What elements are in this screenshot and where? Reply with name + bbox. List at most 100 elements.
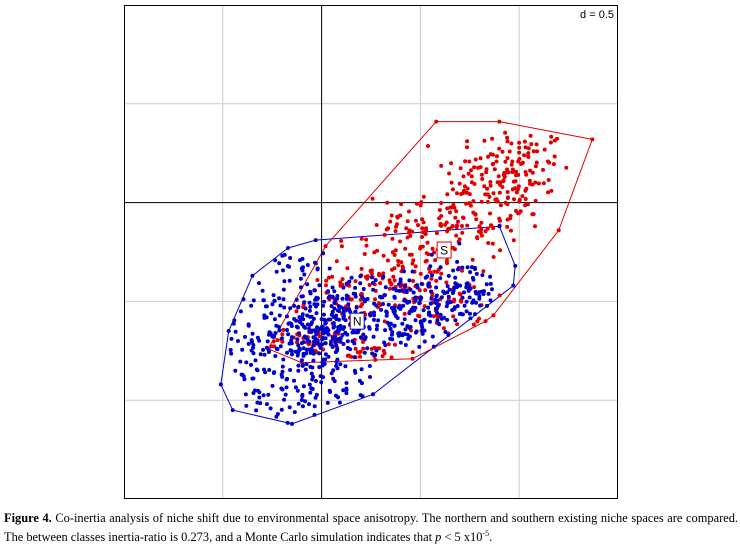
north-point — [266, 392, 271, 397]
north-point — [402, 269, 406, 274]
south-point — [526, 146, 531, 151]
south-point — [484, 170, 489, 175]
north-point — [486, 291, 491, 296]
north-point — [473, 267, 477, 271]
north-point — [346, 296, 350, 301]
north-point — [407, 278, 412, 283]
north-point — [295, 388, 300, 393]
south-point — [457, 181, 462, 186]
north-point — [358, 335, 363, 340]
north-point — [490, 287, 494, 292]
north-point — [328, 390, 333, 394]
north-point — [244, 360, 249, 365]
south-point — [533, 198, 538, 203]
south-point — [437, 216, 442, 221]
south-point — [420, 217, 425, 222]
north-point — [465, 265, 470, 270]
north-point — [331, 368, 336, 373]
north-point — [417, 344, 422, 349]
north-point — [478, 303, 482, 308]
north-point — [419, 281, 424, 286]
north-point — [471, 298, 476, 303]
north-point — [307, 308, 312, 313]
south-point — [509, 141, 514, 146]
south-point — [384, 227, 389, 232]
north-point — [372, 310, 376, 315]
south-point — [530, 170, 535, 175]
north-point — [332, 306, 337, 311]
north-point — [428, 319, 432, 324]
south-point — [330, 274, 335, 279]
north-point — [255, 335, 260, 340]
north-point — [295, 353, 300, 358]
south-point — [429, 276, 434, 281]
north-point — [282, 305, 287, 310]
south-point — [361, 346, 366, 351]
north-point — [438, 265, 443, 270]
north-point — [310, 365, 315, 370]
north-point — [367, 312, 372, 317]
south-point — [475, 235, 480, 240]
north-point — [317, 283, 322, 288]
north-point — [513, 263, 518, 268]
south-point — [462, 190, 467, 195]
south-point — [484, 167, 489, 172]
north-point — [312, 412, 317, 417]
north-point — [402, 284, 407, 289]
south-point — [389, 282, 394, 287]
north-hull — [220, 225, 516, 425]
south-point — [451, 202, 456, 207]
north-point — [464, 299, 469, 304]
south-point — [374, 223, 379, 227]
north-point — [307, 326, 312, 331]
north-point — [341, 388, 346, 393]
north-point — [370, 281, 375, 285]
south-point — [445, 206, 450, 211]
south-point — [512, 197, 516, 202]
plot-canvas: NS — [124, 5, 618, 499]
south-point — [469, 174, 474, 179]
north-point — [343, 364, 348, 369]
north-point — [352, 355, 357, 360]
south-point — [444, 258, 449, 263]
south-point — [531, 149, 536, 154]
south-point — [433, 258, 438, 263]
south-point — [488, 183, 493, 188]
north-point — [358, 393, 363, 398]
caption-p: p — [435, 530, 442, 545]
south-point — [364, 237, 369, 242]
north-point — [302, 272, 307, 277]
south-point — [460, 230, 465, 235]
south-point — [357, 350, 362, 355]
north-point — [352, 341, 357, 346]
north-point — [281, 287, 286, 292]
south-point — [449, 161, 454, 166]
north-point — [270, 302, 275, 307]
south-point — [523, 188, 528, 193]
north-point — [360, 294, 365, 299]
north-point — [286, 321, 291, 326]
north-point — [320, 335, 325, 340]
north-point — [253, 358, 258, 363]
north-point — [285, 328, 289, 332]
south-point — [505, 139, 510, 144]
south-point — [275, 338, 280, 343]
north-point — [226, 329, 231, 334]
north-point — [294, 324, 299, 329]
north-point — [279, 386, 284, 391]
south-point — [491, 226, 496, 231]
north-point — [263, 370, 268, 375]
north-point — [321, 312, 326, 317]
north-point — [303, 367, 308, 372]
north-point — [280, 253, 285, 258]
north-point — [367, 364, 372, 368]
north-point — [453, 275, 458, 280]
north-point — [453, 318, 458, 323]
north-point — [464, 309, 469, 314]
south-point — [469, 168, 473, 173]
caption-label: Figure 4. — [4, 511, 52, 525]
south-point — [517, 145, 522, 150]
north-point — [246, 323, 251, 328]
north-point — [292, 378, 296, 383]
north-point — [511, 283, 516, 288]
